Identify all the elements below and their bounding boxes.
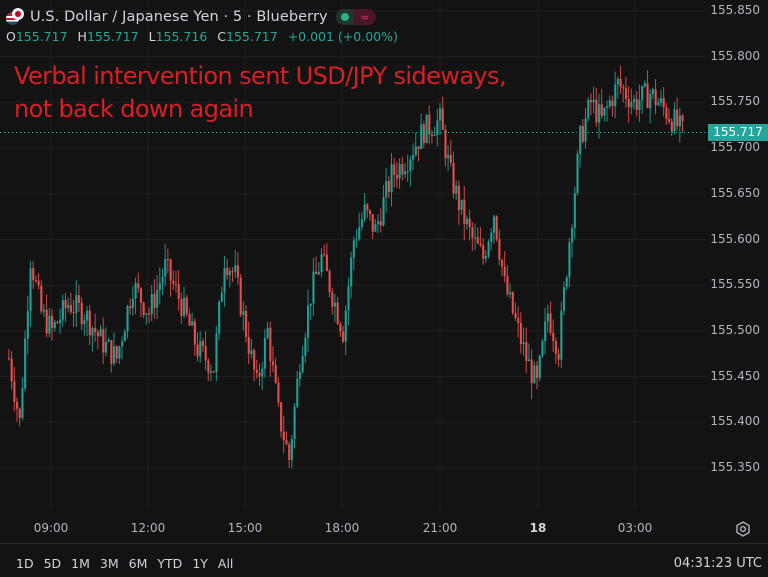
utc-clock[interactable]: 04:31:23 UTC: [673, 556, 762, 571]
time-tick-label: 15:00: [227, 521, 263, 535]
market-status-pill[interactable]: ≈: [335, 9, 376, 25]
change-value: +0.001 (+0.00%): [287, 29, 398, 44]
time-tick-label: 12:00: [130, 521, 166, 535]
range-selector: 1D 5D 1M 3M 6M YTD 1Y All: [16, 556, 243, 571]
market-open-dot-icon: [335, 9, 354, 25]
price-tick-label: 155.450: [710, 368, 760, 383]
price-tick-label: 155.500: [710, 322, 760, 337]
open-value: 155.717: [15, 29, 68, 44]
price-tick-label: 155.650: [710, 185, 760, 200]
price-tick-label: 155.600: [710, 231, 760, 246]
ohlc-values: O155.717 H155.717 L155.716 C155.717 +0.0…: [6, 29, 398, 44]
time-tick-label: 18:00: [324, 521, 360, 535]
low-value: 155.716: [155, 29, 208, 44]
range-button-3m[interactable]: 3M: [99, 556, 119, 571]
high-value: 155.717: [86, 29, 139, 44]
price-tick-label: 155.350: [710, 460, 760, 474]
range-button-ytd[interactable]: YTD: [157, 556, 183, 571]
range-button-all[interactable]: All: [217, 556, 234, 571]
time-tick-label: 09:00: [33, 521, 69, 535]
symbol-title[interactable]: U.S. Dollar / Japanese Yen · 5 · Blueber…: [30, 9, 328, 25]
price-tick-label: 155.850: [710, 3, 760, 17]
time-tick-label: 18: [529, 521, 547, 535]
range-button-1d[interactable]: 1D: [16, 556, 34, 571]
price-tick-label: 155.800: [710, 48, 760, 63]
chart-annotation: Verbal intervention sent USD/JPY sideway…: [14, 62, 507, 123]
range-button-5d[interactable]: 5D: [43, 556, 62, 571]
chart-header: U.S. Dollar / Japanese Yen · 5 · Blueber…: [6, 6, 404, 44]
price-tick-label: 155.750: [710, 94, 760, 109]
price-tick-label: 155.550: [710, 277, 760, 292]
range-button-6m[interactable]: 6M: [128, 556, 148, 571]
data-delay-icon: ≈: [353, 9, 376, 25]
last-price-tag: 155.717: [708, 124, 768, 141]
time-tick-label: 03:00: [617, 521, 653, 535]
currency-pair-flag-icon: [6, 8, 26, 26]
chart-settings-icon[interactable]: [735, 521, 751, 537]
price-tick-label: 155.400: [710, 414, 760, 429]
bottom-divider: [0, 543, 768, 544]
close-value: 155.717: [226, 29, 278, 44]
range-button-1m[interactable]: 1M: [71, 556, 90, 571]
range-button-1y[interactable]: 1Y: [192, 556, 208, 571]
price-tick-label: 155.700: [710, 140, 760, 155]
time-tick-label: 21:00: [422, 521, 458, 535]
